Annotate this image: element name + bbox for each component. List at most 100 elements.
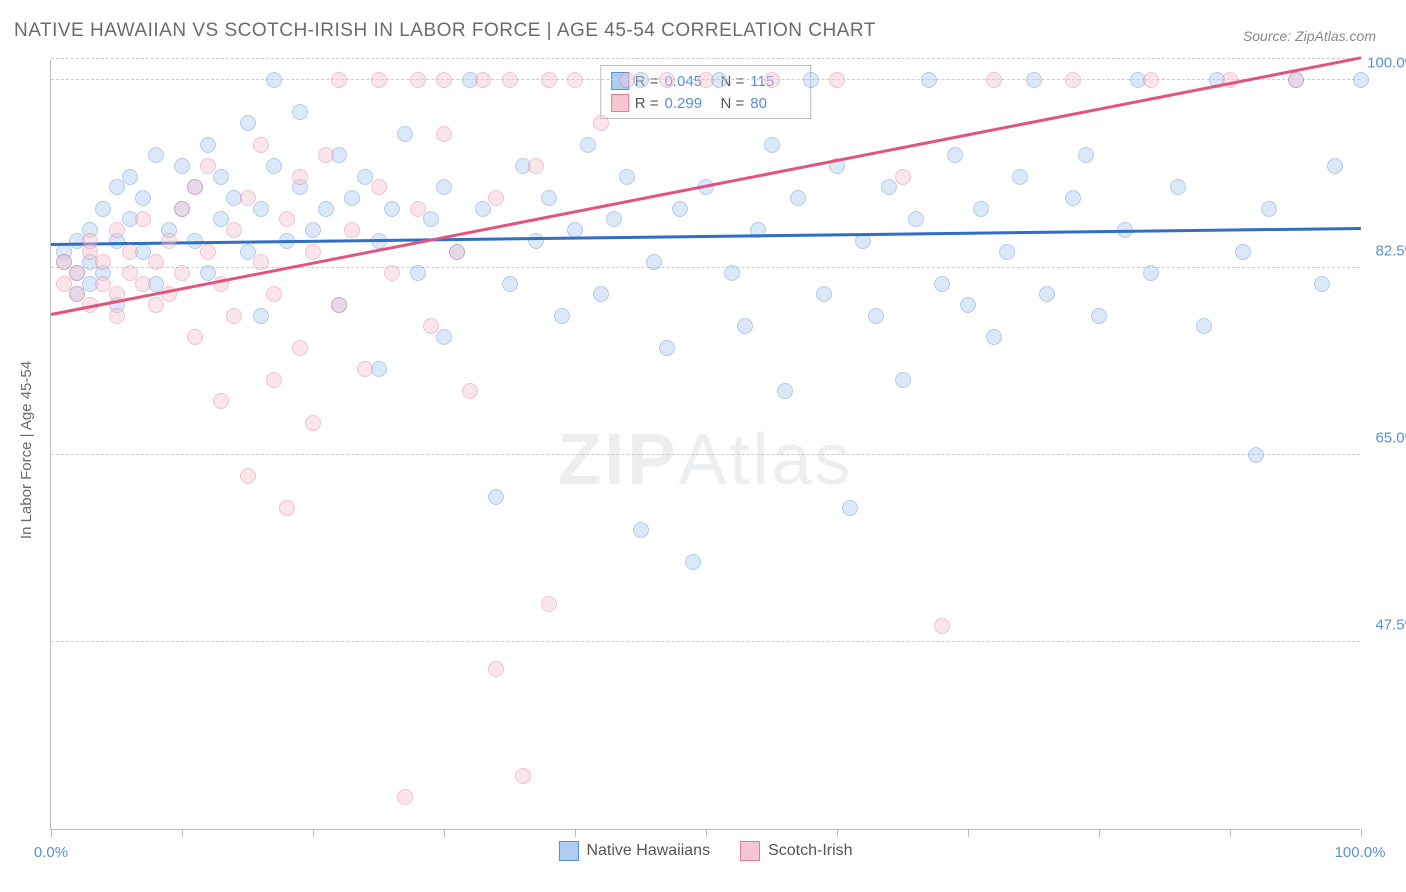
x-tick <box>968 829 969 837</box>
data-point <box>619 169 635 185</box>
legend-label: Scotch-Irish <box>768 842 852 860</box>
data-point <box>986 72 1002 88</box>
legend-item-series-2: Scotch-Irish <box>740 841 852 861</box>
data-point <box>318 147 334 163</box>
r-value: 0.299 <box>665 95 715 112</box>
data-point <box>829 72 845 88</box>
data-point <box>344 190 360 206</box>
data-point <box>1143 72 1159 88</box>
data-point <box>554 308 570 324</box>
x-tick <box>1361 829 1362 837</box>
data-point <box>895 372 911 388</box>
data-point <box>305 222 321 238</box>
data-point <box>344 222 360 238</box>
data-point <box>698 72 714 88</box>
data-point <box>803 72 819 88</box>
data-point <box>567 72 583 88</box>
data-point <box>410 265 426 281</box>
data-point <box>842 500 858 516</box>
data-point <box>541 72 557 88</box>
data-point <box>973 201 989 217</box>
data-point <box>764 137 780 153</box>
data-point <box>724 265 740 281</box>
data-point <box>174 201 190 217</box>
data-point <box>122 244 138 260</box>
data-point <box>475 72 491 88</box>
data-point <box>109 308 125 324</box>
r-label: R = <box>635 95 659 112</box>
data-point <box>986 329 1002 345</box>
data-point <box>502 276 518 292</box>
data-point <box>226 222 242 238</box>
data-point <box>253 137 269 153</box>
data-point <box>777 383 793 399</box>
legend-swatch-icon <box>558 841 578 861</box>
x-tick <box>706 829 707 837</box>
data-point <box>764 72 780 88</box>
data-point <box>266 72 282 88</box>
data-point <box>292 340 308 356</box>
data-point <box>541 190 557 206</box>
data-point <box>1026 72 1042 88</box>
data-point <box>187 329 203 345</box>
data-point <box>331 72 347 88</box>
data-point <box>528 158 544 174</box>
data-point <box>135 190 151 206</box>
data-point <box>397 789 413 805</box>
plot-area: ZIPAtlas R = 0.045 N = 115 R = 0.299 N =… <box>50 60 1360 830</box>
data-point <box>488 190 504 206</box>
data-point <box>1039 286 1055 302</box>
data-point <box>436 72 452 88</box>
x-axis-max-label: 100.0% <box>1335 844 1386 861</box>
data-point <box>1170 179 1186 195</box>
x-tick <box>444 829 445 837</box>
stats-row-series-2: R = 0.299 N = 80 <box>611 92 801 114</box>
data-point <box>69 265 85 281</box>
data-point <box>541 596 557 612</box>
data-point <box>266 286 282 302</box>
data-point <box>462 383 478 399</box>
data-point <box>148 147 164 163</box>
data-point <box>410 72 426 88</box>
data-point <box>1353 72 1369 88</box>
x-tick <box>837 829 838 837</box>
legend-swatch-icon <box>740 841 760 861</box>
y-axis-label: In Labor Force | Age 45-54 <box>18 361 35 539</box>
data-point <box>148 254 164 270</box>
data-point <box>515 768 531 784</box>
y-tick-label: 82.5% <box>1363 242 1406 259</box>
data-point <box>305 244 321 260</box>
data-point <box>371 72 387 88</box>
data-point <box>213 169 229 185</box>
data-point <box>122 169 138 185</box>
data-point <box>82 233 98 249</box>
data-point <box>790 190 806 206</box>
data-point <box>436 329 452 345</box>
data-point <box>528 233 544 249</box>
data-point <box>266 372 282 388</box>
data-point <box>226 308 242 324</box>
data-point <box>161 233 177 249</box>
data-point <box>593 115 609 131</box>
gridline <box>51 58 1360 59</box>
data-point <box>737 318 753 334</box>
data-point <box>1261 201 1277 217</box>
data-point <box>934 618 950 634</box>
data-point <box>449 244 465 260</box>
gridline <box>51 267 1360 268</box>
data-point <box>816 286 832 302</box>
data-point <box>174 265 190 281</box>
data-point <box>423 211 439 227</box>
data-point <box>187 179 203 195</box>
data-point <box>240 468 256 484</box>
data-point <box>253 201 269 217</box>
data-point <box>292 169 308 185</box>
data-point <box>593 286 609 302</box>
data-point <box>1065 72 1081 88</box>
chart-container: NATIVE HAWAIIAN VS SCOTCH-IRISH IN LABOR… <box>0 0 1406 892</box>
legend: Native Hawaiians Scotch-Irish <box>558 841 852 861</box>
n-value: 80 <box>750 95 800 112</box>
data-point <box>659 72 675 88</box>
data-point <box>672 201 688 217</box>
data-point <box>371 179 387 195</box>
